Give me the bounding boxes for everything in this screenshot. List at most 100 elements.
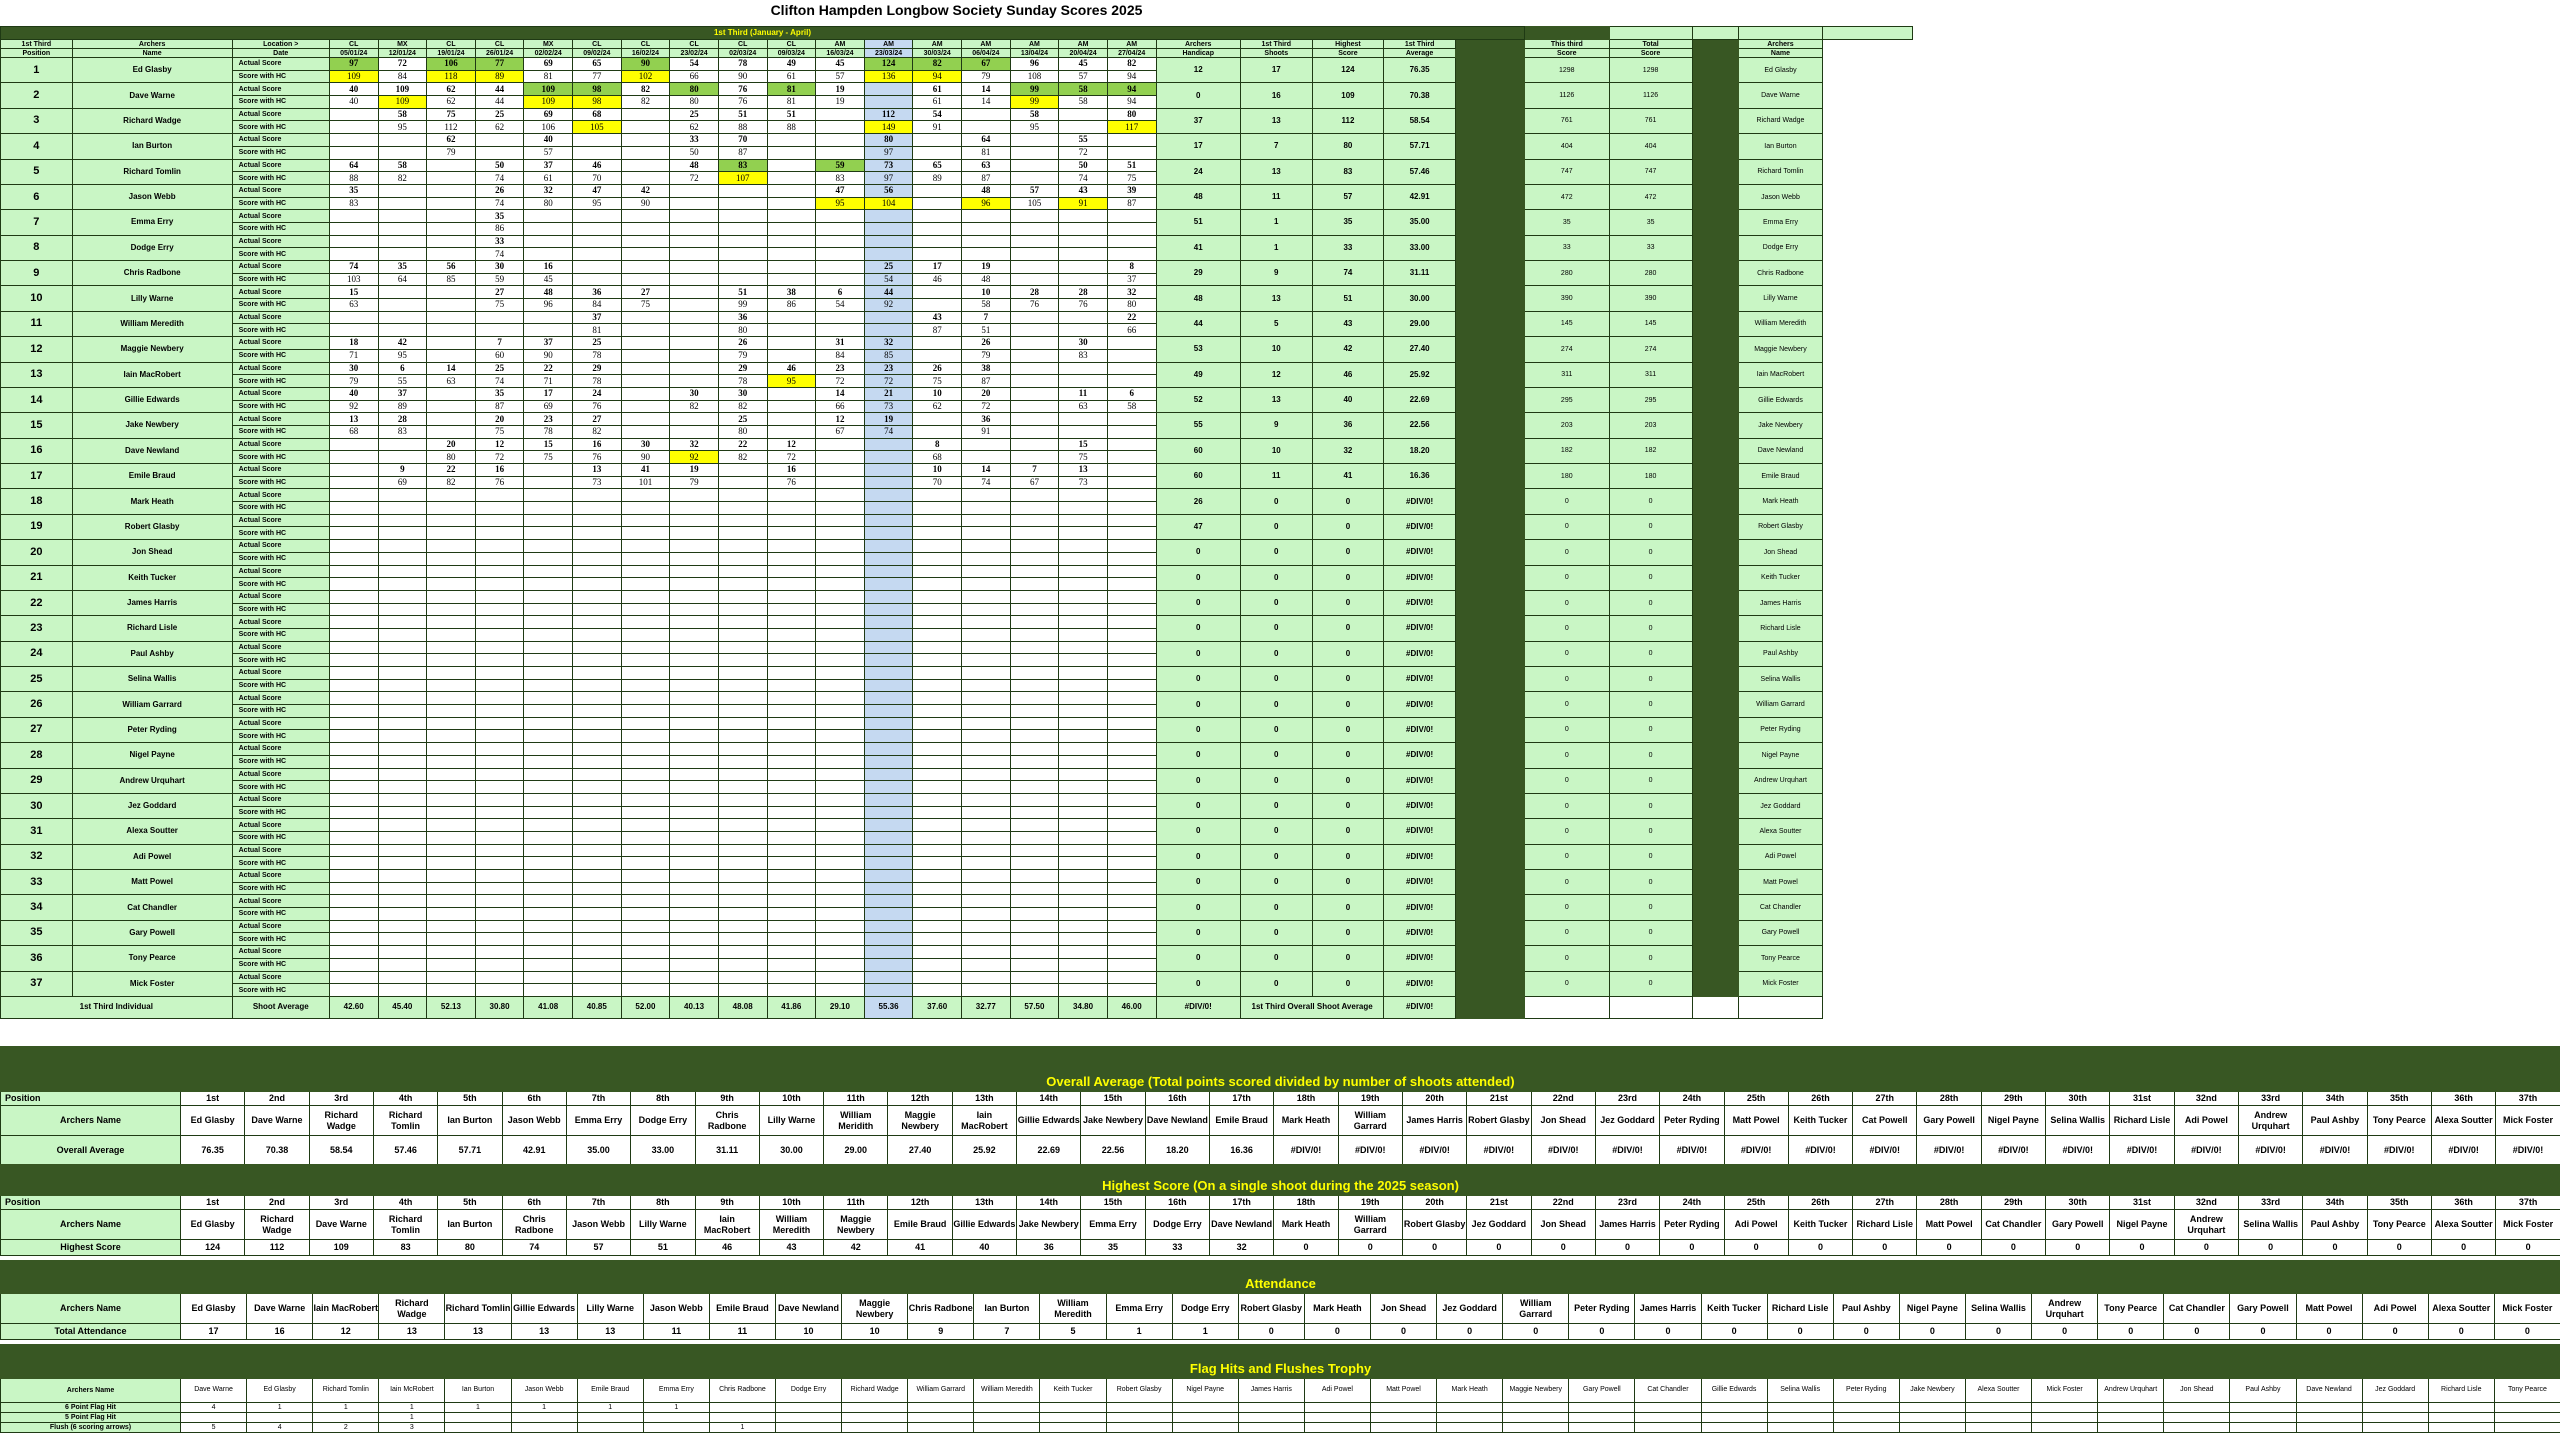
archer-position: 6 [0,183,73,211]
archer-name-cell: Chris Radbone [708,1378,776,1403]
archer-shoots: 0 [1239,513,1313,541]
score-cell [426,869,476,883]
flag-value-cell [1634,1402,1702,1413]
score-row-label: Score with HC [231,171,330,185]
score-row-label: Actual Score [231,818,330,832]
score-cell [1058,881,1108,896]
score-cell [426,830,476,845]
score-cell: 36 [961,412,1011,426]
archer-name-cell: Dodge Erry [1144,1209,1211,1240]
score-cell [1009,653,1060,667]
archer-shoots: 0 [1239,716,1313,744]
spacer [1454,39,1526,58]
archer-shoots: 13 [1239,158,1313,185]
archer-name-cell: William Garrard [907,1378,975,1403]
position-cell: 7th [565,1195,632,1210]
archer-highest: 0 [1311,691,1385,718]
spacer [1691,945,1739,972]
score-cell: 9 [377,463,428,477]
score-cell [1106,907,1157,921]
value-cell: 51 [630,1239,696,1256]
score-cell: 86 [766,298,817,312]
score-cell [572,983,622,997]
flag-row-label: 6 Point Flag Hit [0,1402,181,1413]
score-cell: 72 [669,171,719,185]
date-cell: 13/04/24 [1009,48,1060,58]
archer-row-hc: Score with HC [1,780,1913,794]
value-cell: #DIV/0! [2173,1135,2240,1166]
score-cell [620,399,671,414]
value-cell: 0 [1898,1323,1966,1340]
archer-name-cell: Richard Lisle [1852,1209,1918,1240]
score-cell [1009,551,1060,566]
archer-name-right: Cat Chandler [1737,894,1824,921]
score-cell: 64 [961,133,1011,147]
score-cell [474,704,525,718]
score-cell [620,970,671,985]
archer-name-cell: Peter Ryding [1659,1209,1725,1240]
archer-name: Richard Wadge [71,107,233,135]
score-cell: 59 [474,272,525,287]
score-cell: 30 [717,386,768,401]
archer-row: 17 Emile Braud Actual Score 9 22 16 13 41 19 16 10… [0,462,1913,490]
value-cell: #DIV/0! [2366,1135,2432,1166]
score-cell [766,171,817,185]
value-cell: #DIV/0! [2109,1135,2175,1166]
score-cell: 20 [474,412,525,426]
score-cell: 72 [815,374,865,388]
score-cell [1058,970,1108,985]
score-cell [1058,830,1108,845]
score-cell [620,780,671,794]
score-cell [620,653,671,667]
score-cell [328,602,379,617]
flag-value-cell [1634,1412,1702,1423]
archer-name: Robert Glasby [71,513,233,541]
flag-value-cell [1502,1422,1570,1433]
score-cell: 50 [474,158,525,173]
archer-position: 18 [0,488,73,515]
score-cell [912,704,962,718]
score-cell [328,830,379,845]
attendance-title: Attendance [0,1272,2560,1294]
archer-name-right: Dave Warne [1737,82,1824,109]
score-cell [961,970,1011,985]
score-cell [912,589,962,604]
score-cell [766,158,817,173]
score-cell [815,830,865,845]
score-row-label: Score with HC [231,983,330,997]
archer-name-cell: Richard Lisle [1766,1293,1834,1324]
archer-name: Adi Powel [71,843,233,871]
archer-row-hc: Score with HC [1,907,1913,921]
score-cell [328,145,379,160]
archer-name-cell: Selina Wallis [1964,1293,2033,1324]
score-cell: 75 [912,374,962,388]
archer-row-hc: Score with HC [1,729,1913,744]
score-cell [815,869,865,883]
score-cell [961,551,1011,566]
spacer [1691,539,1739,566]
score-cell: 106 [523,120,573,135]
archer-name: Gary Powell [71,919,233,947]
score-row-label: Actual Score [231,158,330,173]
archer-handicap: 51 [1155,209,1241,236]
score-cell: 47 [815,183,865,198]
score-cell [961,856,1011,870]
score-cell [1106,983,1157,997]
flag-value-cell [642,1412,710,1423]
archer-name-cell: Dave Warne [244,1105,310,1136]
flag-value-cell [2229,1412,2297,1423]
score-row-label: Actual Score [231,107,330,122]
score-cell: 91 [912,120,962,135]
archer-name-cell: Mark Heath [1273,1105,1339,1136]
location-cell: CL [669,39,719,49]
archer-highest: 0 [1311,513,1385,541]
score-cell [766,209,817,223]
score-cell [426,919,476,934]
score-cell [961,830,1011,845]
score-cell: 30 [1058,336,1108,350]
archer-this-third: 761 [1524,107,1610,135]
value-cell: 1 [1105,1323,1173,1340]
score-cell [669,945,719,959]
score-cell [1009,158,1060,173]
score-cell [426,856,476,870]
